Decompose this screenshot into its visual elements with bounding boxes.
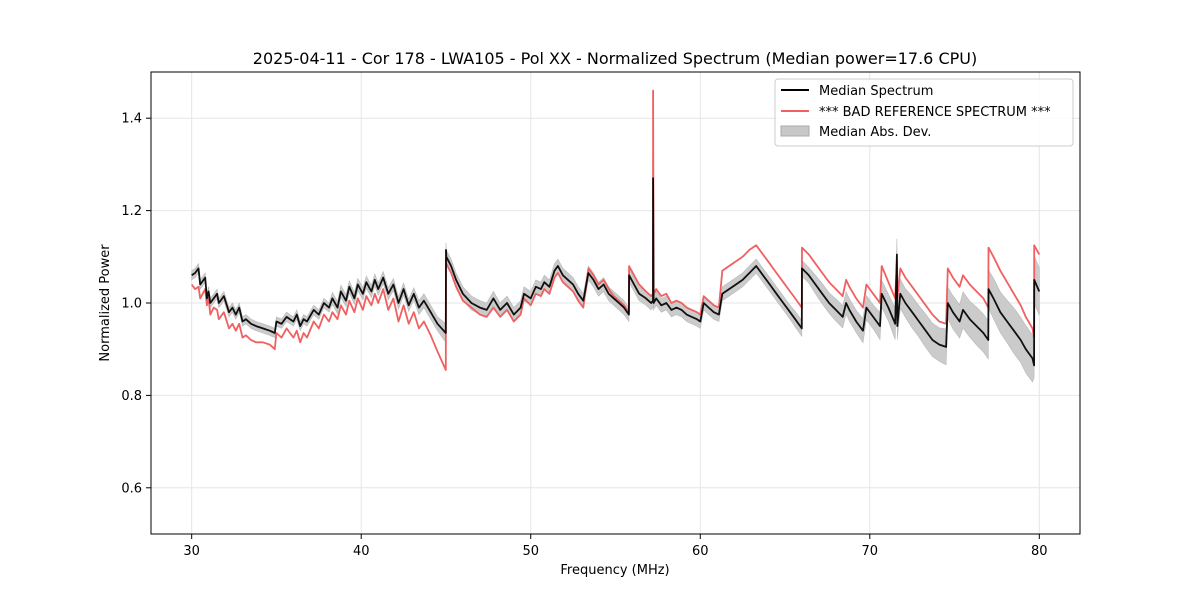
legend-mad-label: Median Abs. Dev.: [819, 125, 931, 140]
chart-title: 2025-04-11 - Cor 178 - LWA105 - Pol XX -…: [253, 49, 977, 68]
legend: Median Spectrum *** BAD REFERENCE SPECTR…: [774, 78, 1074, 147]
y-tick-label: 1.0: [121, 297, 142, 312]
legend-bad-label: *** BAD REFERENCE SPECTRUM ***: [819, 105, 1051, 120]
y-tick-label: 0.6: [121, 481, 142, 496]
plot-area: [190, 89, 1041, 383]
y-tick-label: 0.8: [121, 389, 142, 404]
x-tick-label: 60: [692, 544, 709, 559]
legend-mad-swatch: [780, 125, 810, 137]
legend-box: [774, 78, 1074, 147]
y-axis-label: Normalized Power: [98, 244, 113, 362]
x-axis-ticks: 30 40 50 60 70 80: [183, 534, 1048, 559]
y-tick-label: 1.4: [121, 112, 142, 127]
x-tick-label: 40: [353, 544, 370, 559]
median-abs-dev-band: [191, 171, 1040, 383]
legend-median-label: Median Spectrum: [819, 84, 933, 99]
x-tick-label: 70: [862, 544, 879, 559]
x-tick-label: 80: [1031, 544, 1048, 559]
x-tick-label: 30: [183, 544, 200, 559]
median-spectrum-line: [191, 177, 1041, 367]
x-axis-label: Frequency (MHz): [560, 563, 669, 578]
bad-reference-spectrum-line: [190, 89, 1041, 371]
y-axis-ticks: 0.6 0.8 1.0 1.2 1.4: [121, 112, 151, 496]
y-tick-label: 1.2: [121, 204, 142, 219]
x-tick-label: 50: [522, 544, 539, 559]
